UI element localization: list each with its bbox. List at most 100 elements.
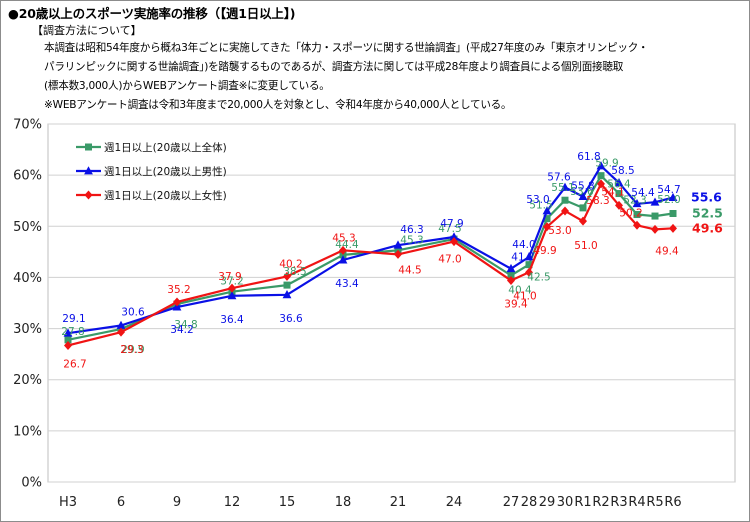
data-label-female: 26.7 bbox=[63, 358, 86, 370]
data-label-female: 53.0 bbox=[548, 225, 571, 237]
point-female bbox=[507, 275, 515, 285]
point-total bbox=[633, 211, 641, 219]
data-label-female: 50.2 bbox=[619, 207, 642, 219]
point-male bbox=[282, 290, 292, 299]
x-tick-label: 24 bbox=[446, 495, 463, 510]
point-total bbox=[651, 212, 659, 220]
point-male bbox=[560, 182, 570, 191]
x-tick-label: R6 bbox=[664, 495, 681, 510]
data-label-male: 36.6 bbox=[279, 313, 303, 325]
point-female bbox=[173, 297, 181, 307]
data-label-female: 40.2 bbox=[279, 258, 302, 270]
data-label-male: 54.4 bbox=[631, 187, 655, 199]
data-label-female-latest: 49.6 bbox=[692, 220, 723, 235]
data-label-female: 39.4 bbox=[504, 298, 528, 310]
x-tick-label: R4 bbox=[628, 495, 645, 510]
x-tick-label: 9 bbox=[173, 495, 181, 510]
point-female bbox=[543, 222, 551, 232]
point-total bbox=[339, 251, 347, 259]
data-label-male: 36.4 bbox=[220, 314, 244, 326]
x-tick-label: H3 bbox=[59, 495, 77, 510]
data-label-male: 29.1 bbox=[62, 313, 85, 325]
data-label-male: 46.3 bbox=[400, 224, 423, 236]
data-label-female: 37.9 bbox=[218, 271, 241, 283]
data-label-total: 38.5 bbox=[283, 266, 306, 278]
point-total bbox=[283, 281, 291, 289]
legend-marker bbox=[85, 143, 92, 151]
data-label-female: 47.0 bbox=[438, 254, 461, 266]
point-female bbox=[117, 327, 125, 337]
point-female bbox=[525, 267, 533, 277]
point-male bbox=[596, 161, 606, 170]
data-label-total: 51.5 bbox=[529, 200, 552, 212]
data-label-female: 41.0 bbox=[513, 290, 536, 302]
data-label-total: 55.1 bbox=[551, 182, 574, 194]
data-label-total: 27.8 bbox=[61, 326, 84, 338]
legend-marker bbox=[84, 166, 93, 175]
point-female bbox=[450, 237, 458, 247]
method-note-4: ※WEBアンケート調査は令和3年度まで20,000人を対象とし、令和4年度から4… bbox=[44, 99, 512, 111]
data-label-male: 41.7 bbox=[511, 252, 534, 264]
y-tick-label: 70% bbox=[13, 118, 42, 133]
point-total bbox=[597, 172, 605, 180]
x-tick-label: 12 bbox=[224, 495, 241, 510]
x-tick-label: 27 bbox=[503, 495, 520, 510]
point-male bbox=[116, 320, 126, 329]
data-label-total: 59.9 bbox=[595, 158, 618, 170]
data-label-male: 54.7 bbox=[657, 184, 680, 196]
data-label-male: 55.8 bbox=[571, 181, 594, 193]
data-label-total: 52.3 bbox=[623, 195, 646, 207]
x-tick-label: 28 bbox=[521, 495, 538, 510]
data-label-male-latest: 55.6 bbox=[691, 190, 722, 205]
point-male bbox=[393, 240, 403, 249]
legend-label-total: 週1日以上(20歳以上全体) bbox=[104, 141, 227, 154]
method-note-3: (標本数3,000人)からWEBアンケート調査※に変更している。 bbox=[44, 80, 330, 92]
point-female bbox=[561, 206, 569, 216]
y-tick-label: 60% bbox=[13, 169, 42, 184]
point-male bbox=[338, 255, 348, 264]
data-label-female: 58.3 bbox=[586, 195, 609, 207]
y-tick-label: 30% bbox=[13, 322, 42, 337]
point-total bbox=[543, 215, 551, 223]
data-label-total: 37.2 bbox=[220, 276, 243, 288]
point-total bbox=[669, 210, 677, 217]
point-total bbox=[525, 261, 533, 269]
point-female bbox=[633, 220, 641, 230]
point-female bbox=[669, 223, 677, 233]
series-line-total bbox=[67, 174, 674, 341]
data-label-total: 44.4 bbox=[335, 239, 359, 251]
point-male bbox=[542, 206, 552, 215]
point-total bbox=[507, 271, 515, 279]
point-total bbox=[579, 204, 587, 212]
series-line-male bbox=[67, 164, 674, 335]
point-total bbox=[64, 336, 72, 344]
data-label-total: 53.6 bbox=[570, 186, 594, 198]
data-label-female: 35.2 bbox=[167, 284, 190, 296]
point-male bbox=[227, 291, 237, 300]
point-male bbox=[632, 198, 642, 208]
point-total bbox=[561, 196, 569, 204]
method-heading: 【調査方法について】 bbox=[32, 24, 142, 37]
data-label-male: 30.6 bbox=[121, 307, 145, 319]
point-male bbox=[650, 197, 660, 206]
data-label-total-latest: 52.5 bbox=[692, 206, 723, 221]
data-label-male: 61.8 bbox=[577, 151, 600, 163]
point-male bbox=[524, 252, 534, 261]
x-tick-label: R1 bbox=[574, 495, 591, 510]
data-label-male: 53.0 bbox=[526, 194, 549, 206]
x-tick-label: 21 bbox=[390, 495, 407, 510]
x-tick-label: R5 bbox=[646, 495, 663, 510]
x-tick-label: R2 bbox=[592, 495, 609, 510]
point-female bbox=[651, 224, 659, 234]
x-tick-label: 15 bbox=[279, 495, 296, 510]
x-tick-label: 18 bbox=[335, 495, 352, 510]
point-female bbox=[64, 340, 72, 350]
y-tick-label: 50% bbox=[13, 220, 42, 235]
point-female bbox=[283, 271, 291, 281]
data-label-total: 52.0 bbox=[657, 194, 680, 206]
point-male bbox=[63, 328, 73, 337]
data-label-female: 54.1 bbox=[601, 186, 624, 198]
data-label-female: 29.3 bbox=[120, 344, 143, 356]
data-label-male: 44.0 bbox=[512, 239, 535, 251]
